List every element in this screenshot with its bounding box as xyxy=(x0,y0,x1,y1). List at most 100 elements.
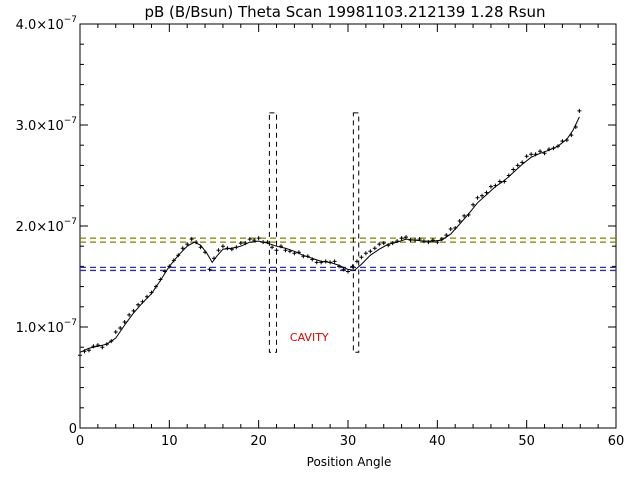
data-point xyxy=(212,256,216,261)
data-point xyxy=(395,239,400,244)
data-point xyxy=(551,146,556,151)
plot-axes: 0 10 20 30 40 50 60 0 1.0×10−7 2.0×10−7 3.0×10−7 4.… xyxy=(16,15,625,449)
data-point xyxy=(448,227,453,232)
data-point xyxy=(323,259,328,264)
data-point xyxy=(216,248,221,253)
data-point xyxy=(515,163,520,168)
data-point xyxy=(292,251,297,256)
data-point xyxy=(435,240,440,245)
data-point xyxy=(109,339,114,344)
data-point xyxy=(363,251,368,256)
data-point xyxy=(171,258,176,263)
data-point xyxy=(78,353,82,358)
cavity-label: CAVITY xyxy=(290,331,329,344)
data-point xyxy=(573,125,578,130)
data-point xyxy=(502,179,507,184)
data-point xyxy=(145,294,149,299)
data-point xyxy=(238,241,243,246)
data-point xyxy=(305,254,310,259)
data-point xyxy=(319,260,324,265)
data-point xyxy=(95,343,100,348)
data-point xyxy=(493,183,498,188)
data-point xyxy=(167,264,172,269)
data-point xyxy=(533,152,538,157)
data-point xyxy=(256,236,261,241)
data-point xyxy=(198,245,203,250)
data-point xyxy=(207,267,212,272)
data-point xyxy=(560,139,565,144)
data-point xyxy=(341,267,346,272)
data-point xyxy=(555,144,560,149)
data-point xyxy=(301,254,306,259)
data-point xyxy=(538,149,543,154)
y-tick-label: 0 xyxy=(69,422,77,437)
data-point xyxy=(520,160,525,165)
data-point xyxy=(475,195,480,200)
y-tick-label: 4.0×10−7 xyxy=(16,15,77,33)
chart-title: pB (B/Bsun) Theta Scan 19981103.212139 1… xyxy=(144,3,545,21)
data-point xyxy=(511,167,516,172)
data-point xyxy=(564,138,569,143)
reference-lines xyxy=(80,237,616,272)
data-point xyxy=(82,349,87,354)
data-point xyxy=(488,184,493,189)
data-point xyxy=(524,154,529,159)
y-tick-label: 3.0×10−7 xyxy=(16,116,77,134)
data-point xyxy=(140,299,145,304)
data-point xyxy=(439,237,444,242)
data-point xyxy=(122,319,127,324)
data-point xyxy=(368,249,373,254)
data-point xyxy=(337,264,342,269)
y-tick-label: 1.0×10−7 xyxy=(16,318,77,336)
data-point xyxy=(462,213,467,218)
data-point xyxy=(234,245,239,250)
data-point xyxy=(457,218,462,223)
data-point xyxy=(283,248,288,253)
data-point xyxy=(350,264,355,269)
x-tick-label: 30 xyxy=(340,434,357,449)
data-point xyxy=(131,308,136,313)
y-tick-label: 2.0×10−7 xyxy=(16,217,77,235)
data-point xyxy=(417,237,422,242)
data-point xyxy=(497,179,502,184)
data-point xyxy=(113,330,118,335)
data-point xyxy=(265,240,270,245)
fit-line xyxy=(79,116,580,353)
data-point xyxy=(203,250,208,255)
data-point xyxy=(185,242,190,247)
data-point xyxy=(408,238,413,243)
x-tick-label: 60 xyxy=(608,434,625,449)
data-point xyxy=(162,269,167,274)
data-point xyxy=(426,240,431,245)
data-point xyxy=(279,244,283,249)
cavity-boxes xyxy=(268,112,360,353)
data-point xyxy=(466,212,471,217)
data-point xyxy=(453,226,458,231)
data-point xyxy=(86,348,91,353)
data-point xyxy=(274,248,279,253)
data-point xyxy=(547,147,551,152)
data-point xyxy=(471,202,476,207)
data-point xyxy=(91,344,96,349)
data-point xyxy=(377,242,382,247)
data-point xyxy=(247,237,252,242)
annotations: CAVITY xyxy=(290,331,329,344)
data-point xyxy=(229,247,234,252)
data-point xyxy=(480,193,484,198)
data-point xyxy=(577,108,582,113)
data-point xyxy=(346,269,350,274)
data-point xyxy=(529,152,534,157)
data-point xyxy=(386,243,391,248)
x-tick-label: 40 xyxy=(429,434,446,449)
x-axis-label: Position Angle xyxy=(307,455,392,469)
data-point xyxy=(127,312,132,317)
data-point xyxy=(220,244,225,249)
data-point xyxy=(149,290,154,295)
data-point xyxy=(252,238,257,243)
data-point xyxy=(153,284,158,289)
data-point xyxy=(296,250,301,255)
data-point xyxy=(430,238,435,243)
data-point xyxy=(180,246,185,251)
data-point xyxy=(372,246,377,251)
